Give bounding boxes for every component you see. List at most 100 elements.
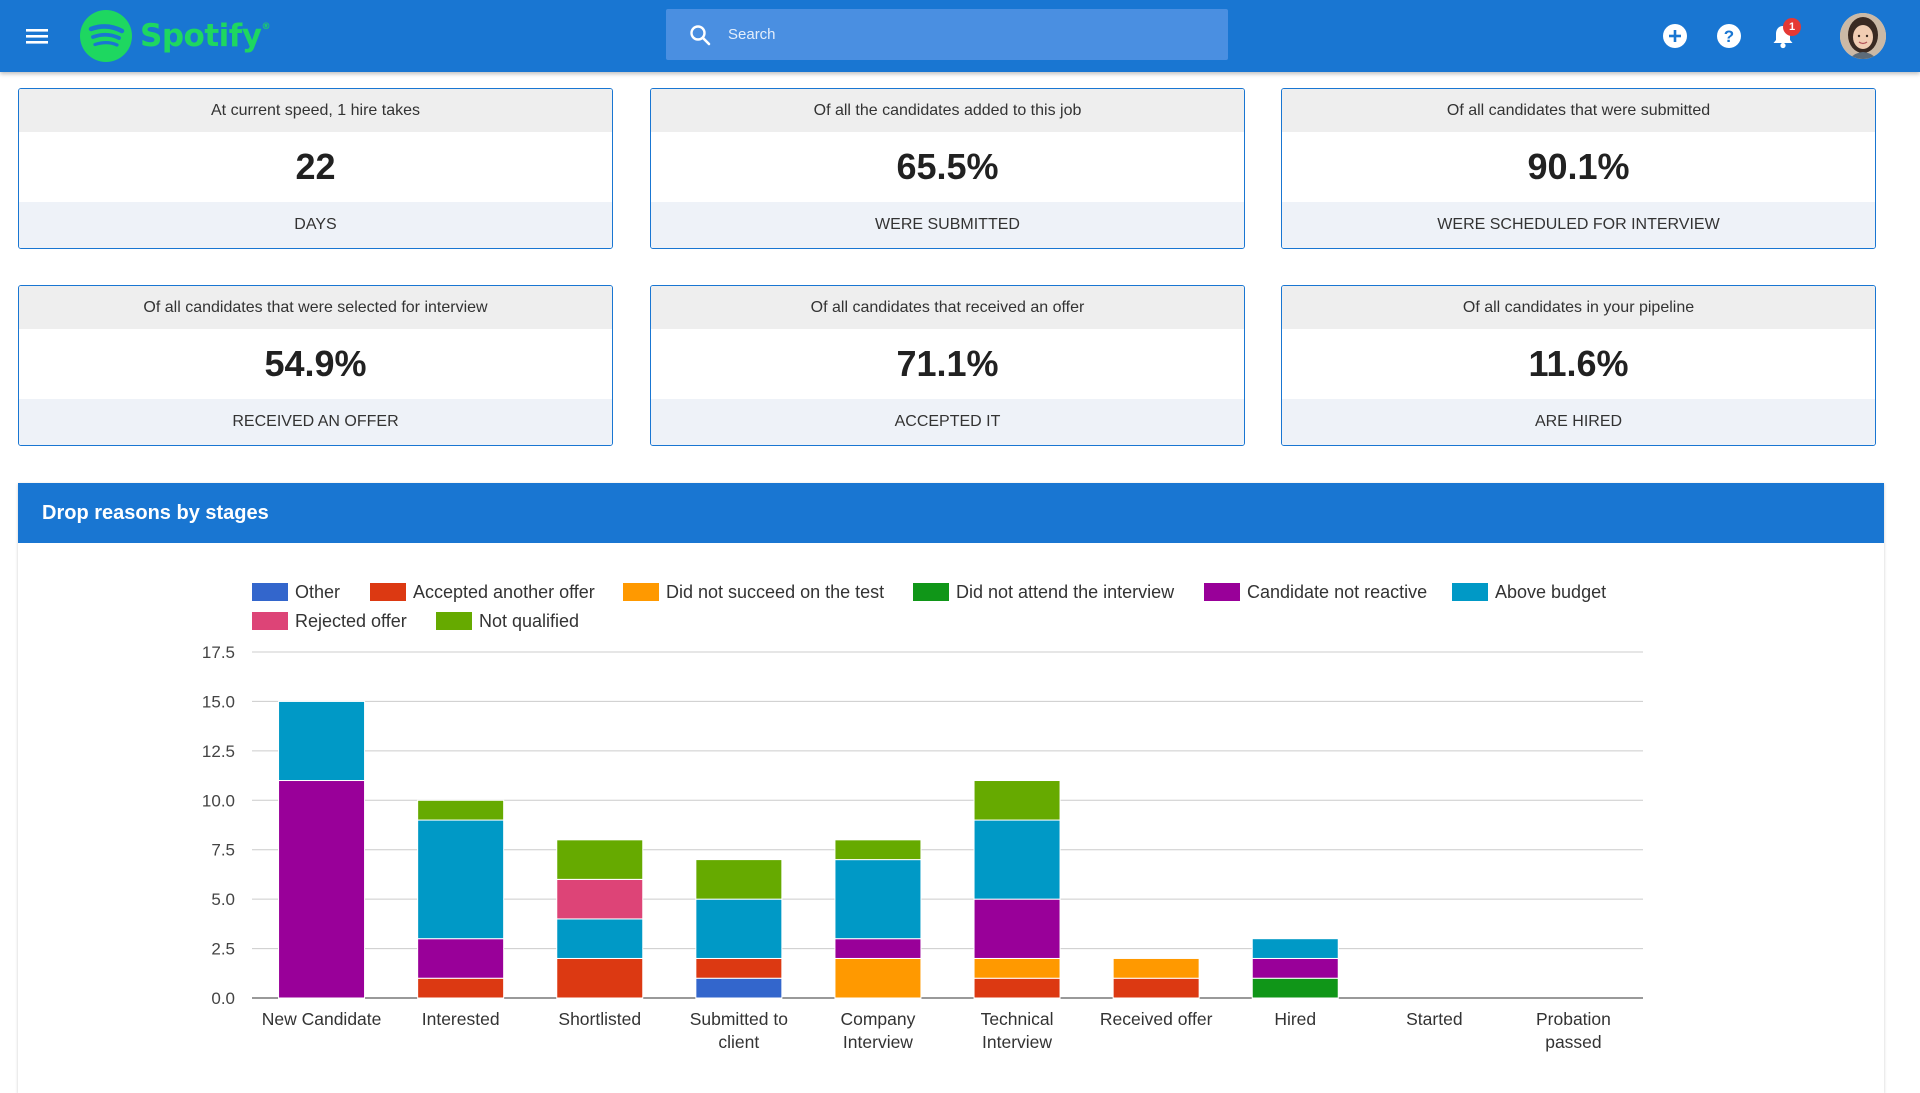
- y-tick-label: 15.0: [202, 692, 235, 711]
- x-tick-label: Hired: [1274, 1009, 1316, 1029]
- stat-card-hire-speed: At current speed, 1 hire takes 22 DAYS: [18, 88, 613, 249]
- bar-segment[interactable]: [417, 819, 505, 940]
- stat-card-hired: Of all candidates in your pipeline 11.6%…: [1281, 285, 1876, 446]
- logo-wordmark: Spotify®: [140, 18, 270, 54]
- stat-card-caption: Of all candidates in your pipeline: [1282, 286, 1875, 329]
- search-bar[interactable]: [666, 9, 1228, 60]
- x-tick-label: Probation: [1536, 1009, 1611, 1029]
- y-tick-label: 7.5: [211, 841, 235, 860]
- legend-label[interactable]: Did not succeed on the test: [666, 582, 884, 602]
- bar-segment[interactable]: [417, 977, 505, 999]
- bar-segment[interactable]: [695, 898, 783, 959]
- bar-segment[interactable]: [695, 957, 783, 979]
- bar-segment[interactable]: [556, 839, 644, 880]
- x-tick-label: client: [718, 1032, 759, 1052]
- x-tick-label: Shortlisted: [558, 1009, 641, 1029]
- legend-label[interactable]: Accepted another offer: [413, 582, 595, 602]
- notification-badge: 1: [1783, 18, 1801, 36]
- legend-swatch[interactable]: [623, 583, 659, 601]
- drop-reasons-panel: Drop reasons by stages 0.0 2.5 5.0 7.5 10.0 1…: [18, 483, 1884, 1093]
- legend-swatch[interactable]: [436, 612, 472, 630]
- stat-card-received-offer: Of all candidates that were selected for…: [18, 285, 613, 446]
- search-input[interactable]: [726, 25, 1210, 44]
- stat-card-submitted: Of all the candidates added to this job …: [650, 88, 1245, 249]
- legend-label[interactable]: Candidate not reactive: [1247, 582, 1427, 602]
- stat-card-value: 54.9%: [264, 343, 367, 384]
- legend-label[interactable]: Rejected offer: [295, 611, 407, 631]
- bar-segment[interactable]: [973, 780, 1061, 821]
- x-tick-label: Company: [840, 1009, 915, 1029]
- bar-segment[interactable]: [973, 977, 1061, 999]
- legend-swatch[interactable]: [1452, 583, 1488, 601]
- bar-segment[interactable]: [1251, 938, 1339, 959]
- bar-segment[interactable]: [695, 859, 783, 900]
- bar-segment[interactable]: [973, 898, 1061, 959]
- bar-segment[interactable]: [834, 938, 922, 959]
- bar-segment[interactable]: [1251, 957, 1339, 979]
- y-tick-label: 2.5: [211, 940, 235, 959]
- bar-segment[interactable]: [1251, 977, 1339, 999]
- x-tick-label: Submitted to: [690, 1009, 788, 1029]
- stat-card-caption: Of all candidates that were selected for…: [19, 286, 612, 329]
- logo-registered-mark: ®: [261, 22, 270, 32]
- legend-label[interactable]: Above budget: [1495, 582, 1606, 602]
- bar-segment[interactable]: [834, 859, 922, 940]
- bar-segment[interactable]: [834, 839, 922, 861]
- stat-card-caption: At current speed, 1 hire takes: [19, 89, 612, 132]
- stat-card-unit: ACCEPTED IT: [651, 399, 1244, 445]
- stat-card-value: 65.5%: [896, 146, 999, 187]
- legend-swatch[interactable]: [913, 583, 949, 601]
- bar-segment[interactable]: [556, 878, 644, 920]
- bar-segment[interactable]: [1112, 977, 1200, 999]
- stat-card-value: 11.6%: [1528, 343, 1629, 384]
- stat-card-scheduled-interview: Of all candidates that were submitted 90…: [1281, 88, 1876, 249]
- stat-card-unit: WERE SUBMITTED: [651, 202, 1244, 248]
- y-tick-label: 17.5: [202, 643, 235, 662]
- x-tick-label: New Candidate: [262, 1009, 382, 1029]
- bar-segment[interactable]: [278, 780, 366, 999]
- bar-segment[interactable]: [417, 938, 505, 979]
- legend-label[interactable]: Did not attend the interview: [956, 582, 1175, 602]
- stat-card-unit: DAYS: [19, 202, 612, 248]
- menu-icon[interactable]: [22, 22, 52, 50]
- drop-reasons-chart: 0.0 2.5 5.0 7.5 10.0 12.5 15.0 17.5 Other Accepte…: [202, 582, 1643, 1052]
- legend-swatch[interactable]: [370, 583, 406, 601]
- legend-label[interactable]: Other: [295, 582, 340, 602]
- x-tick-label: Interested: [422, 1009, 500, 1029]
- spotify-logo-icon: [80, 10, 132, 62]
- bar-segment[interactable]: [695, 977, 783, 999]
- bar-segment[interactable]: [556, 918, 644, 959]
- stat-card-value: 22: [295, 146, 336, 187]
- bar-segment[interactable]: [278, 700, 366, 782]
- svg-text:?: ?: [1724, 27, 1734, 46]
- chart-panel-title: Drop reasons by stages: [18, 483, 1884, 543]
- bar-segment[interactable]: [556, 957, 644, 999]
- x-tick-label: Started: [1406, 1009, 1462, 1029]
- y-tick-label: 5.0: [211, 890, 235, 909]
- search-icon: [690, 24, 711, 45]
- legend-swatch[interactable]: [1204, 583, 1240, 601]
- x-tick-label: Interview: [982, 1032, 1052, 1052]
- top-app-bar: Spotify® ? 1: [0, 0, 1920, 72]
- stat-card-caption: Of all candidates that were submitted: [1282, 89, 1875, 132]
- legend-swatch[interactable]: [252, 612, 288, 630]
- bar-segment[interactable]: [1112, 957, 1200, 979]
- y-tick-label: 12.5: [202, 742, 235, 761]
- x-tick-label: Technical: [981, 1009, 1054, 1029]
- spotify-logo[interactable]: Spotify®: [80, 10, 270, 62]
- bar-segment[interactable]: [417, 799, 505, 821]
- legend-label[interactable]: Not qualified: [479, 611, 579, 631]
- help-icon[interactable]: ?: [1715, 22, 1743, 50]
- bar-segment[interactable]: [973, 819, 1061, 900]
- stat-card-unit: RECEIVED AN OFFER: [19, 399, 612, 445]
- bar-segment[interactable]: [834, 957, 922, 999]
- legend-swatch[interactable]: [252, 583, 288, 601]
- x-tick-label: passed: [1545, 1032, 1601, 1052]
- stat-card-caption: Of all candidates that received an offer: [651, 286, 1244, 329]
- stat-card-caption: Of all the candidates added to this job: [651, 89, 1244, 132]
- stat-card-unit: ARE HIRED: [1282, 399, 1875, 445]
- avatar[interactable]: [1840, 13, 1886, 59]
- add-circle-icon[interactable]: [1661, 22, 1689, 50]
- y-tick-label: 10.0: [202, 791, 235, 810]
- bar-segment[interactable]: [973, 957, 1061, 979]
